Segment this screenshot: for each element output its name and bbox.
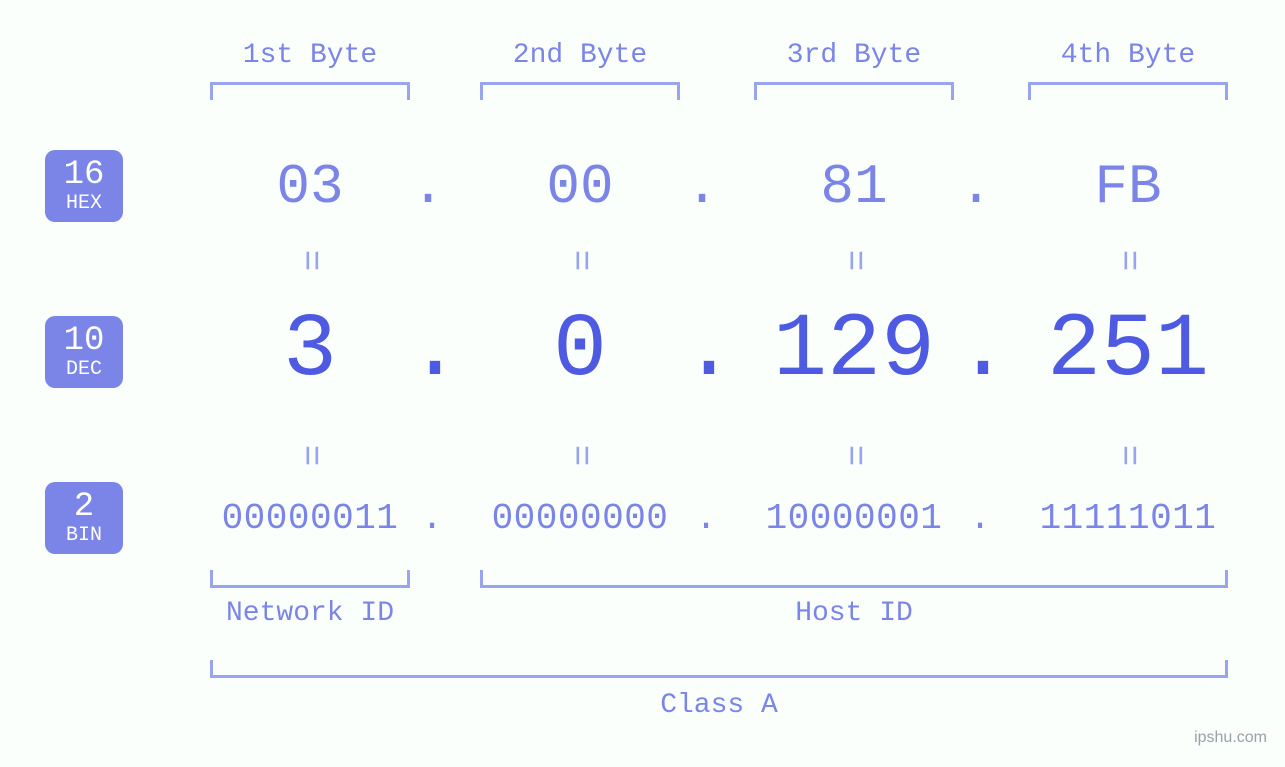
- bin-4: 11111011: [1013, 498, 1243, 539]
- bin-1: 00000011: [195, 498, 425, 539]
- dec-4: 251: [1013, 300, 1243, 402]
- dec-1: 3: [195, 300, 425, 402]
- hex-3: 81: [754, 155, 954, 219]
- byte-header-3: 3rd Byte: [754, 40, 954, 71]
- eq-hd-1: =: [290, 241, 331, 281]
- badge-bin-sys: BIN: [45, 524, 123, 548]
- dec-dot-3: .: [956, 300, 996, 402]
- eq-db-2: =: [560, 436, 601, 476]
- label-host-id: Host ID: [480, 598, 1228, 629]
- hex-dot-1: .: [408, 155, 448, 219]
- eq-hd-2: =: [560, 241, 601, 281]
- bin-3: 10000001: [739, 498, 969, 539]
- byte-header-4: 4th Byte: [1028, 40, 1228, 71]
- bracket-host: [480, 570, 1228, 588]
- bin-dot-1: .: [412, 498, 452, 539]
- top-bracket-4: [1028, 82, 1228, 100]
- eq-hd-4: =: [1108, 241, 1149, 281]
- hex-1: 03: [210, 155, 410, 219]
- badge-dec-base: 10: [45, 324, 123, 358]
- badge-bin-base: 2: [45, 490, 123, 524]
- label-class: Class A: [210, 690, 1228, 721]
- hex-dot-2: .: [682, 155, 722, 219]
- label-network-id: Network ID: [210, 598, 410, 629]
- badge-hex: 16 HEX: [45, 150, 123, 222]
- bin-dot-2: .: [686, 498, 726, 539]
- byte-header-1: 1st Byte: [210, 40, 410, 71]
- hex-2: 00: [480, 155, 680, 219]
- bracket-class: [210, 660, 1228, 678]
- bin-dot-3: .: [960, 498, 1000, 539]
- dec-dot-2: .: [682, 300, 722, 402]
- badge-dec: 10 DEC: [45, 316, 123, 388]
- eq-db-4: =: [1108, 436, 1149, 476]
- eq-db-1: =: [290, 436, 331, 476]
- top-bracket-3: [754, 82, 954, 100]
- dec-dot-1: .: [408, 300, 448, 402]
- top-bracket-2: [480, 82, 680, 100]
- badge-dec-sys: DEC: [45, 358, 123, 382]
- bracket-network: [210, 570, 410, 588]
- badge-hex-base: 16: [45, 158, 123, 192]
- dec-2: 0: [465, 300, 695, 402]
- hex-dot-3: .: [956, 155, 996, 219]
- byte-header-2: 2nd Byte: [480, 40, 680, 71]
- watermark: ipshu.com: [1194, 729, 1267, 747]
- bin-2: 00000000: [465, 498, 695, 539]
- top-bracket-1: [210, 82, 410, 100]
- badge-bin: 2 BIN: [45, 482, 123, 554]
- hex-4: FB: [1028, 155, 1228, 219]
- badge-hex-sys: HEX: [45, 192, 123, 216]
- eq-hd-3: =: [834, 241, 875, 281]
- dec-3: 129: [739, 300, 969, 402]
- eq-db-3: =: [834, 436, 875, 476]
